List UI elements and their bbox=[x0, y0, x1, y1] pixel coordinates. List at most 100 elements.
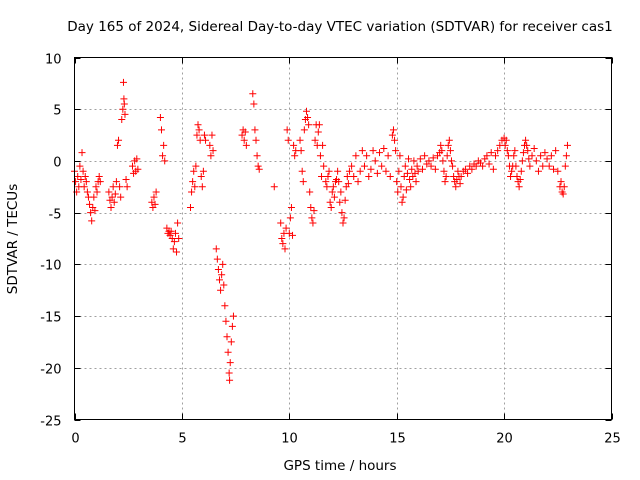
data-point bbox=[189, 178, 197, 186]
y-tick-label: -5 bbox=[49, 208, 62, 223]
data-point bbox=[335, 178, 343, 186]
data-point bbox=[464, 169, 472, 177]
data-point bbox=[403, 169, 411, 177]
data-point bbox=[429, 154, 437, 162]
data-point bbox=[218, 271, 226, 279]
data-point bbox=[311, 136, 319, 144]
data-point bbox=[214, 266, 222, 274]
plot-frame bbox=[74, 57, 612, 420]
data-point bbox=[341, 196, 349, 204]
x-tick-label: 15 bbox=[389, 432, 406, 447]
chart-title: Day 165 of 2024, Sidereal Day-to-day VTE… bbox=[67, 19, 613, 35]
data-point bbox=[427, 162, 435, 170]
data-point bbox=[330, 193, 338, 201]
data-point bbox=[169, 245, 177, 253]
data-point bbox=[105, 188, 113, 196]
data-point bbox=[371, 157, 379, 165]
data-point bbox=[561, 162, 569, 170]
data-points-layer bbox=[71, 78, 571, 384]
data-point bbox=[74, 172, 82, 180]
data-point bbox=[283, 126, 291, 134]
data-point bbox=[408, 165, 416, 173]
data-point bbox=[518, 157, 526, 165]
data-point bbox=[526, 162, 534, 170]
data-point bbox=[472, 162, 480, 170]
data-point bbox=[107, 203, 115, 211]
data-point bbox=[123, 183, 131, 191]
data-point bbox=[222, 317, 230, 325]
data-point bbox=[554, 167, 562, 175]
data-point bbox=[384, 152, 392, 160]
data-point bbox=[337, 188, 345, 196]
data-point bbox=[77, 176, 85, 184]
data-point bbox=[223, 333, 231, 341]
data-point bbox=[194, 121, 202, 129]
data-point bbox=[494, 147, 502, 155]
data-point bbox=[522, 136, 530, 144]
data-point bbox=[501, 141, 509, 149]
data-point bbox=[199, 167, 207, 175]
data-point bbox=[456, 180, 464, 188]
data-point bbox=[373, 169, 381, 177]
data-point bbox=[217, 286, 225, 294]
data-point bbox=[410, 157, 418, 165]
data-point bbox=[309, 219, 317, 227]
data-point bbox=[221, 302, 229, 310]
data-point bbox=[545, 162, 553, 170]
data-point bbox=[151, 200, 159, 208]
data-point bbox=[528, 152, 536, 160]
data-point bbox=[503, 147, 511, 155]
data-point bbox=[254, 162, 262, 170]
data-point bbox=[396, 152, 404, 160]
data-point bbox=[442, 172, 450, 180]
data-point bbox=[174, 219, 182, 227]
data-point bbox=[291, 152, 299, 160]
data-point bbox=[156, 113, 164, 121]
data-point bbox=[190, 167, 198, 175]
data-point bbox=[400, 172, 408, 180]
data-point bbox=[516, 176, 524, 184]
data-point bbox=[206, 141, 214, 149]
data-point bbox=[369, 147, 377, 155]
data-point bbox=[418, 165, 426, 173]
data-point bbox=[380, 145, 388, 153]
data-point bbox=[502, 136, 510, 144]
data-point bbox=[421, 152, 429, 160]
data-point bbox=[228, 322, 236, 330]
data-point bbox=[524, 147, 532, 155]
data-point bbox=[338, 209, 346, 217]
data-point bbox=[152, 188, 160, 196]
data-point bbox=[91, 207, 99, 215]
data-point bbox=[439, 157, 447, 165]
data-point bbox=[115, 136, 123, 144]
data-point bbox=[90, 193, 98, 201]
data-point bbox=[286, 214, 294, 222]
y-tick-label: -20 bbox=[40, 363, 61, 378]
data-point bbox=[541, 149, 549, 157]
data-point bbox=[360, 162, 368, 170]
y-axis-label: SDTVAR / TECUs bbox=[5, 184, 21, 294]
y-tick-label: -25 bbox=[40, 415, 61, 430]
data-point bbox=[193, 131, 201, 139]
data-point bbox=[547, 152, 555, 160]
data-point bbox=[517, 167, 525, 175]
x-tick-label: 25 bbox=[604, 432, 621, 447]
data-point bbox=[119, 105, 127, 113]
data-point bbox=[119, 78, 127, 86]
data-point bbox=[278, 235, 286, 242]
data-point bbox=[108, 193, 116, 201]
data-point bbox=[440, 167, 448, 175]
data-point bbox=[316, 152, 324, 160]
data-point bbox=[457, 172, 465, 180]
data-point bbox=[315, 121, 323, 129]
data-point bbox=[340, 214, 348, 222]
data-point bbox=[319, 141, 327, 149]
data-point bbox=[284, 136, 292, 144]
data-point bbox=[445, 136, 453, 144]
data-point bbox=[539, 162, 547, 170]
grid-layer bbox=[74, 57, 612, 420]
data-point bbox=[365, 172, 373, 180]
data-point bbox=[425, 157, 433, 165]
data-point bbox=[88, 217, 96, 225]
data-point bbox=[87, 209, 95, 217]
